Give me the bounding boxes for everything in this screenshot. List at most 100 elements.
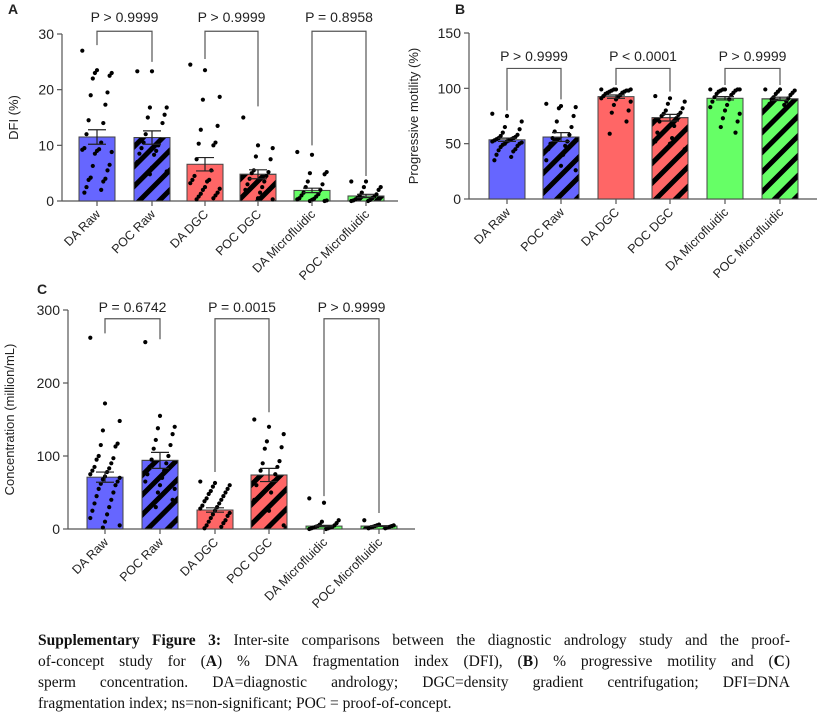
data-point bbox=[765, 105, 770, 110]
data-point bbox=[149, 457, 154, 462]
data-point bbox=[117, 475, 122, 480]
data-point bbox=[143, 132, 148, 137]
significance-bracket bbox=[214, 318, 270, 473]
data-point bbox=[295, 197, 300, 202]
data-point bbox=[655, 130, 660, 135]
data-point bbox=[215, 123, 220, 128]
data-point bbox=[88, 93, 93, 98]
data-point bbox=[544, 158, 549, 163]
data-point bbox=[773, 91, 778, 96]
data-point bbox=[117, 523, 122, 528]
data-point bbox=[241, 193, 246, 198]
data-point bbox=[245, 182, 250, 187]
data-point bbox=[366, 526, 371, 531]
data-point bbox=[164, 105, 169, 110]
data-point bbox=[708, 87, 713, 92]
data-point bbox=[264, 173, 269, 179]
x-tick-label: DA DGC bbox=[578, 205, 622, 249]
data-point bbox=[763, 87, 768, 92]
data-point bbox=[155, 426, 160, 431]
p-value-label: P > 0.9999 bbox=[91, 9, 159, 25]
y-tick-label: 100 bbox=[37, 448, 61, 464]
data-point bbox=[490, 139, 495, 144]
data-point bbox=[496, 148, 501, 153]
data-point bbox=[498, 144, 503, 150]
data-point bbox=[708, 105, 713, 110]
data-point bbox=[221, 521, 226, 526]
bar-da-dgc bbox=[196, 509, 234, 530]
data-point bbox=[107, 162, 112, 167]
data-point bbox=[143, 340, 148, 345]
x-tick-label: POC Raw bbox=[109, 207, 159, 257]
data-point bbox=[295, 149, 300, 155]
data-point bbox=[198, 506, 203, 511]
data-point bbox=[714, 91, 719, 96]
data-point bbox=[172, 486, 177, 491]
data-point bbox=[624, 119, 629, 124]
data-point bbox=[260, 184, 265, 190]
data-point bbox=[200, 503, 205, 508]
data-point bbox=[217, 94, 222, 100]
data-point bbox=[202, 526, 207, 531]
data-point bbox=[154, 148, 159, 153]
data-point bbox=[210, 484, 215, 489]
data-point bbox=[84, 184, 89, 190]
significance-bracket bbox=[323, 318, 380, 513]
data-point bbox=[135, 159, 140, 165]
y-tick-label: 300 bbox=[37, 302, 61, 318]
data-point bbox=[88, 335, 93, 340]
data-point bbox=[190, 177, 195, 182]
data-point bbox=[653, 139, 658, 144]
data-point bbox=[737, 111, 742, 116]
data-point bbox=[204, 496, 209, 501]
data-point bbox=[217, 186, 222, 191]
data-point bbox=[205, 179, 210, 184]
panel-b-motility-chart: B 0 50 100 150 Progressive motility (%) DA Raw… bbox=[406, 1, 817, 281]
data-point bbox=[256, 475, 261, 480]
data-point bbox=[262, 179, 267, 184]
y-tick-label: 20 bbox=[38, 82, 54, 98]
data-point bbox=[502, 124, 507, 130]
data-point bbox=[147, 105, 152, 110]
data-point bbox=[383, 526, 388, 531]
data-point bbox=[196, 141, 201, 146]
data-point bbox=[200, 97, 205, 102]
data-point bbox=[194, 197, 199, 202]
data-point bbox=[198, 127, 203, 132]
data-point bbox=[102, 401, 108, 406]
data-point bbox=[105, 512, 110, 517]
y-tick-label: 0 bbox=[453, 191, 461, 207]
data-point bbox=[141, 140, 146, 145]
data-point bbox=[281, 523, 286, 528]
data-point bbox=[509, 154, 514, 160]
data-point bbox=[212, 480, 218, 486]
data-point bbox=[157, 413, 163, 418]
data-point bbox=[252, 497, 257, 502]
data-point bbox=[225, 513, 230, 518]
data-point bbox=[349, 179, 354, 184]
data-point bbox=[548, 141, 553, 146]
data-point bbox=[626, 108, 631, 113]
panel-letter: C bbox=[37, 281, 47, 297]
data-point bbox=[266, 424, 272, 429]
data-point bbox=[219, 524, 224, 529]
y-tick-label: 100 bbox=[438, 80, 462, 96]
bar-hatch bbox=[651, 117, 689, 200]
data-point bbox=[363, 179, 369, 184]
data-point bbox=[318, 187, 323, 192]
data-point bbox=[599, 87, 604, 92]
data-point bbox=[670, 136, 675, 141]
data-point bbox=[109, 461, 114, 466]
x-tick-label: DA Raw bbox=[471, 205, 514, 248]
panel-c-concentration-chart: C 0 100 200 300 Concentration (million/mL) DA … bbox=[2, 281, 415, 611]
data-point bbox=[227, 510, 232, 516]
data-point bbox=[653, 93, 658, 99]
data-point bbox=[307, 496, 312, 501]
data-point bbox=[309, 152, 315, 157]
data-point bbox=[145, 472, 150, 477]
data-point bbox=[105, 168, 110, 173]
caption-ref-b: B bbox=[522, 653, 534, 670]
data-point bbox=[366, 198, 371, 204]
bar-hatch bbox=[761, 98, 799, 200]
data-point bbox=[208, 488, 213, 494]
